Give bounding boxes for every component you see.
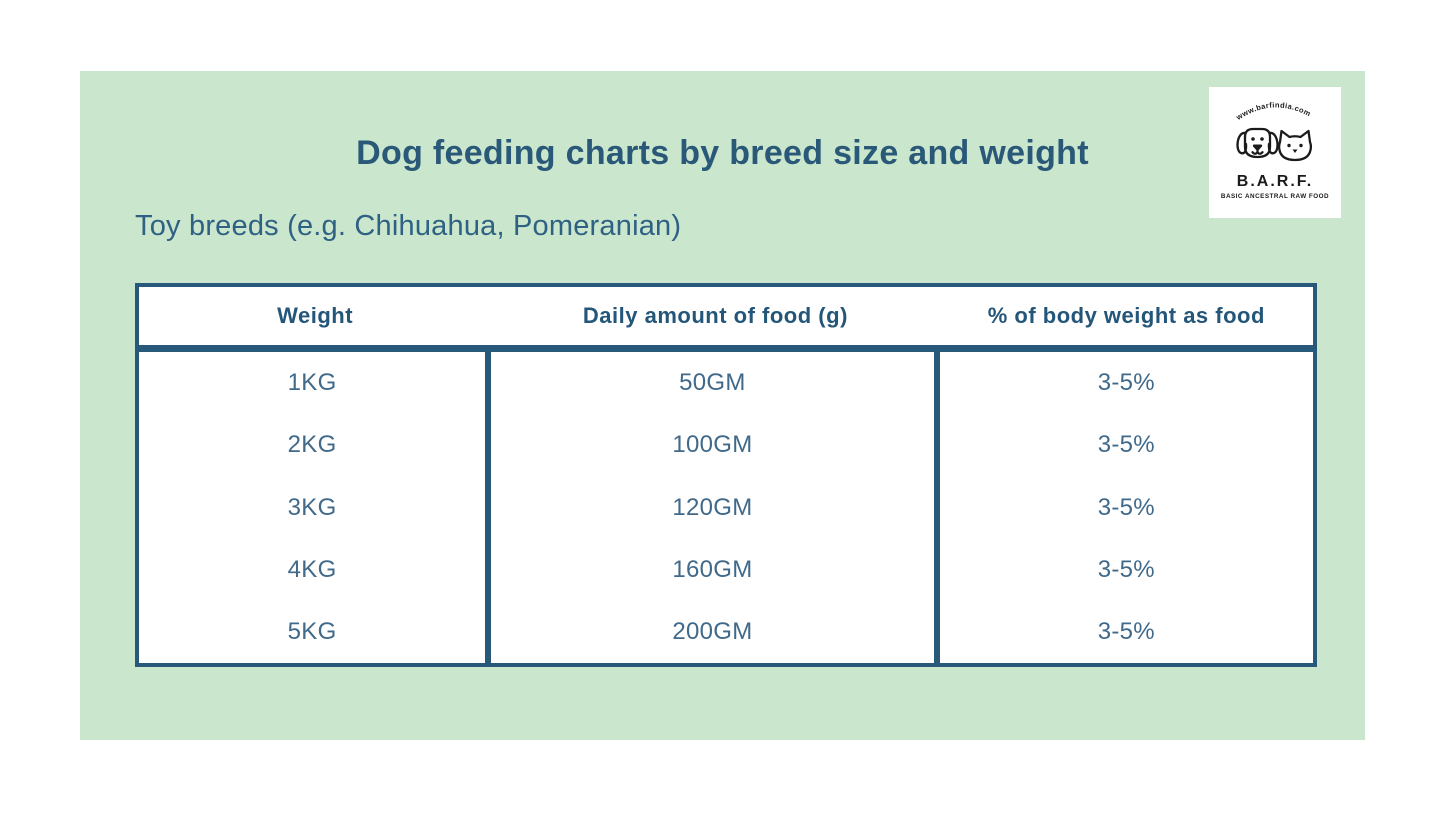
table-column-weight: 1KG 2KG 3KG 4KG 5KG <box>139 352 492 663</box>
logo-tagline-text: BASIC ANCESTRAL RAW FOOD <box>1221 193 1329 200</box>
table-cell: 3-5% <box>1097 493 1155 521</box>
logo-website-arc-text: www.barfindia.com <box>1234 100 1313 122</box>
table-column-daily-amount: 50GM 100GM 120GM 160GM 200GM <box>491 352 940 663</box>
table-cell: 160GM <box>672 555 753 583</box>
table-cell: 3-5% <box>1097 431 1155 459</box>
table-cell: 3-5% <box>1097 555 1155 583</box>
column-header-daily-amount: Daily amount of food (g) <box>582 303 848 328</box>
table-body: 1KG 2KG 3KG 4KG 5KG 50GM 100GM 120GM 160GM 200GM… <box>135 349 1317 667</box>
table-cell: 3-5% <box>1097 369 1155 397</box>
dog-and-cat-icon <box>1236 127 1313 162</box>
page-title: Dog feeding charts by breed size and wei… <box>356 134 1089 172</box>
section-subtitle: Toy breeds (e.g. Chihuahua, Pomeranian) <box>135 210 682 242</box>
table-cell: 3KG <box>287 493 337 521</box>
column-header-weight: Weight <box>277 303 354 328</box>
table-cell: 100GM <box>672 431 753 459</box>
feeding-table: Weight Daily amount of food (g) % of bod… <box>135 283 1317 667</box>
table-column-body-weight-pct: 3-5% 3-5% 3-5% 3-5% 3-5% <box>940 352 1313 663</box>
table-cell: 1KG <box>287 369 337 397</box>
slide-panel: Dog feeding charts by breed size and wei… <box>80 71 1365 740</box>
barf-logo: www.barfindia.com <box>1209 87 1341 218</box>
table-cell: 120GM <box>672 493 753 521</box>
column-header-body-weight-pct: % of body weight as food <box>987 303 1265 328</box>
table-cell: 200GM <box>672 617 753 645</box>
table-cell: 5KG <box>287 617 337 645</box>
table-cell: 2KG <box>287 431 337 459</box>
table-cell: 3-5% <box>1097 617 1155 645</box>
table-cell: 4KG <box>287 555 337 583</box>
table-header-row: Weight Daily amount of food (g) % of bod… <box>135 283 1317 349</box>
table-cell: 50GM <box>679 369 746 397</box>
logo-name-text: B.A.R.F. <box>1237 173 1313 190</box>
